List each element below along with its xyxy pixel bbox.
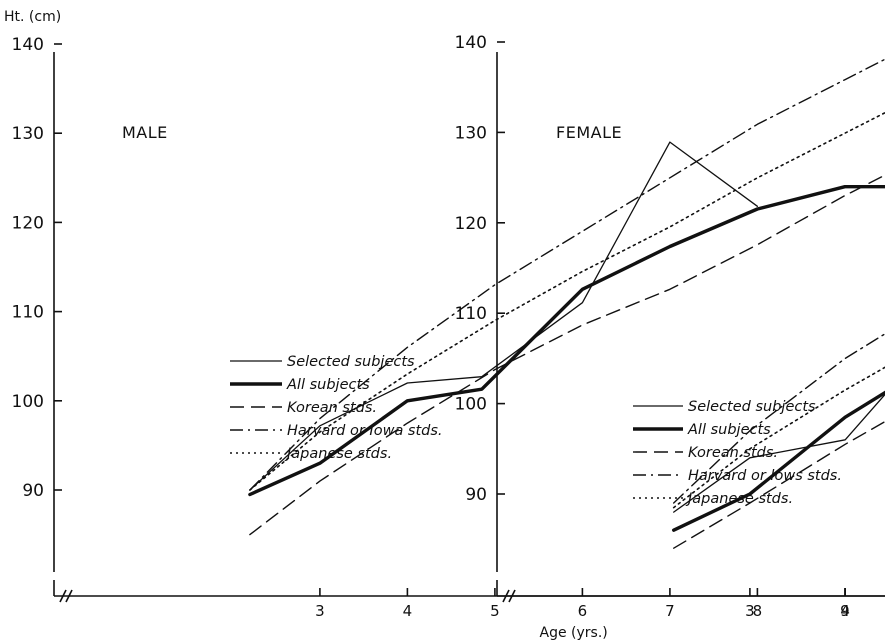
- y-tick-label: 130: [455, 123, 487, 143]
- legend: Selected subjects All subjects Korean stds…: [230, 354, 443, 462]
- panel-title: FEMALE: [556, 123, 622, 142]
- legend-label: Harvard or lows stds.: [688, 468, 842, 484]
- y-tick-label: 130: [12, 124, 44, 144]
- x-tick-label: 4: [840, 602, 850, 620]
- series-line-japanese-stds: [674, 83, 885, 508]
- legend-label: Selected subjects: [287, 354, 415, 370]
- y-tick-label: 90: [465, 485, 487, 505]
- y-tick-label: 110: [455, 304, 487, 324]
- y-tick-label: 120: [455, 214, 487, 234]
- y-tick-label: 90: [22, 481, 44, 501]
- x-tick-label: 3: [315, 602, 325, 620]
- series-line-korean-stds: [674, 146, 885, 548]
- x-axis-label: Age (yrs.): [540, 625, 608, 641]
- y-unit-label: Ht. (cm): [4, 9, 61, 25]
- legend-label: Selected subjects: [688, 399, 816, 415]
- legend-label: Korean stds.: [287, 400, 377, 416]
- x-tick-label: 5: [490, 602, 500, 620]
- x-tick-label: 6: [578, 602, 588, 620]
- male-panel: 90100110120130140345678910Age (yrs.)MALE…: [12, 35, 885, 641]
- legend-label: All subjects: [687, 422, 771, 438]
- y-tick-label: 120: [12, 213, 44, 233]
- legend-label: Harvard or Iowa stds.: [287, 423, 443, 439]
- y-tick-label: 140: [455, 33, 487, 53]
- legend-label: Japanese stds.: [685, 491, 793, 507]
- y-tick-label: 140: [12, 35, 44, 55]
- y-tick-label: 100: [455, 395, 487, 415]
- legend: Selected subjects All subjects Korean stds…: [633, 399, 842, 507]
- y-tick-label: 110: [12, 303, 44, 323]
- legend-label: All subjects: [286, 377, 370, 393]
- x-tick-label: 3: [745, 602, 755, 620]
- x-tick-label: 7: [665, 602, 675, 620]
- legend-label: Korean stds.: [688, 445, 778, 461]
- legend-label: Japanese stds.: [284, 446, 392, 462]
- female-panel: 90100110120130140345678910Age (yrs.)FEMA…: [455, 33, 885, 641]
- panel-title: MALE: [122, 123, 168, 142]
- x-tick-label: 4: [403, 602, 413, 620]
- series-line-harvard-or-iowa-stds: [250, 35, 885, 490]
- y-tick-label: 100: [12, 392, 44, 412]
